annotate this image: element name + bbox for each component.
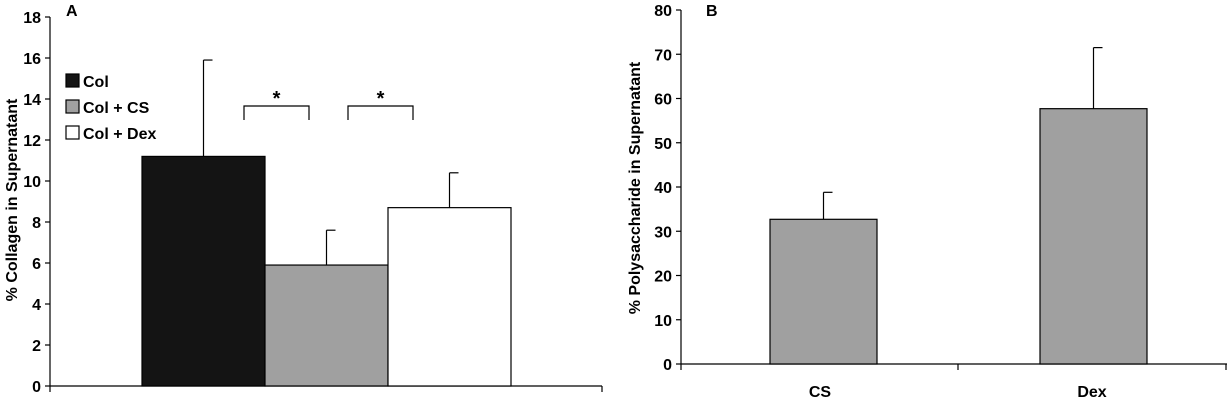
panel-a-legend-swatch-col xyxy=(65,73,80,88)
panel-a-significance-star-1: * xyxy=(273,88,281,110)
panel-a-significance-star-2: * xyxy=(377,88,385,110)
panel-b-y-tick-label-50: 50 xyxy=(654,136,672,153)
panel-b-y-tick-label-30: 30 xyxy=(654,224,672,241)
panel-b-y-tick-label-20: 20 xyxy=(654,269,672,286)
panel-b-bar-dex xyxy=(1039,108,1148,365)
panel-a-y-tick-label-4: 4 xyxy=(32,297,41,314)
panel-b-bar-cs xyxy=(769,218,878,365)
panel-a-y-tick-label-2: 2 xyxy=(32,338,41,355)
panel-a-y-axis-label: % Collagen in Supernatant xyxy=(4,98,21,301)
panel-b: B % Polysaccharide in Supernatant 0 10 20 3… xyxy=(627,3,1227,400)
panel-a-legend: Col Col + CS Col + Dex xyxy=(65,73,156,143)
panel-a-y-tick-label-10: 10 xyxy=(23,174,41,191)
panel-b-y-tick-label-40: 40 xyxy=(654,180,672,197)
panel-a: A % Collagen in Supernatant 0 2 4 6 8 10 12 14 1… xyxy=(4,3,603,396)
panel-b-y-tick-label-80: 80 xyxy=(654,3,672,20)
panel-a-y-tick-label-6: 6 xyxy=(32,256,41,273)
panel-b-y-tick-label-0: 0 xyxy=(663,357,672,374)
panel-a-bar-col-cs xyxy=(264,264,389,387)
panel-a-y-tick-label-8: 8 xyxy=(32,215,41,232)
panel-a-bar-col xyxy=(141,155,266,387)
panel-a-bars xyxy=(141,59,512,387)
panel-b-category-label-dex: Dex xyxy=(1077,384,1106,400)
panel-a-y-tick-label-16: 16 xyxy=(23,51,41,68)
panel-b-y-tick-label-10: 10 xyxy=(654,313,672,330)
panel-a-y-tick-label-0: 0 xyxy=(32,379,41,396)
panel-a-y-tick-label-14: 14 xyxy=(23,92,41,109)
panel-b-y-tick-label-70: 70 xyxy=(654,47,672,64)
panel-b-category-label-cs: CS xyxy=(809,384,832,400)
panel-a-bar-col-dex xyxy=(387,207,512,387)
panel-a-label: A xyxy=(66,3,78,20)
panel-a-legend-swatch-col-cs xyxy=(65,99,80,114)
panel-b-y-axis-label: % Polysaccharide in Supernatant xyxy=(627,61,644,314)
panel-b-y-tick-label-60: 60 xyxy=(654,92,672,109)
panel-a-significance-bracket-1 xyxy=(243,105,310,120)
panel-a-annotations: * * xyxy=(243,88,414,120)
panel-a-y-tick-label-12: 12 xyxy=(23,133,41,150)
panel-a-legend-label-col-dex: Col + Dex xyxy=(83,126,156,143)
panel-a-legend-label-col: Col xyxy=(83,74,109,91)
panel-a-legend-swatch-col-dex xyxy=(65,125,80,140)
panel-a-y-tick-label-18: 18 xyxy=(23,10,41,27)
panel-b-bars: CS Dex xyxy=(769,47,1148,400)
panel-b-label: B xyxy=(706,3,718,20)
panel-a-significance-bracket-2 xyxy=(347,105,414,120)
panel-a-legend-label-col-cs: Col + CS xyxy=(83,100,150,117)
